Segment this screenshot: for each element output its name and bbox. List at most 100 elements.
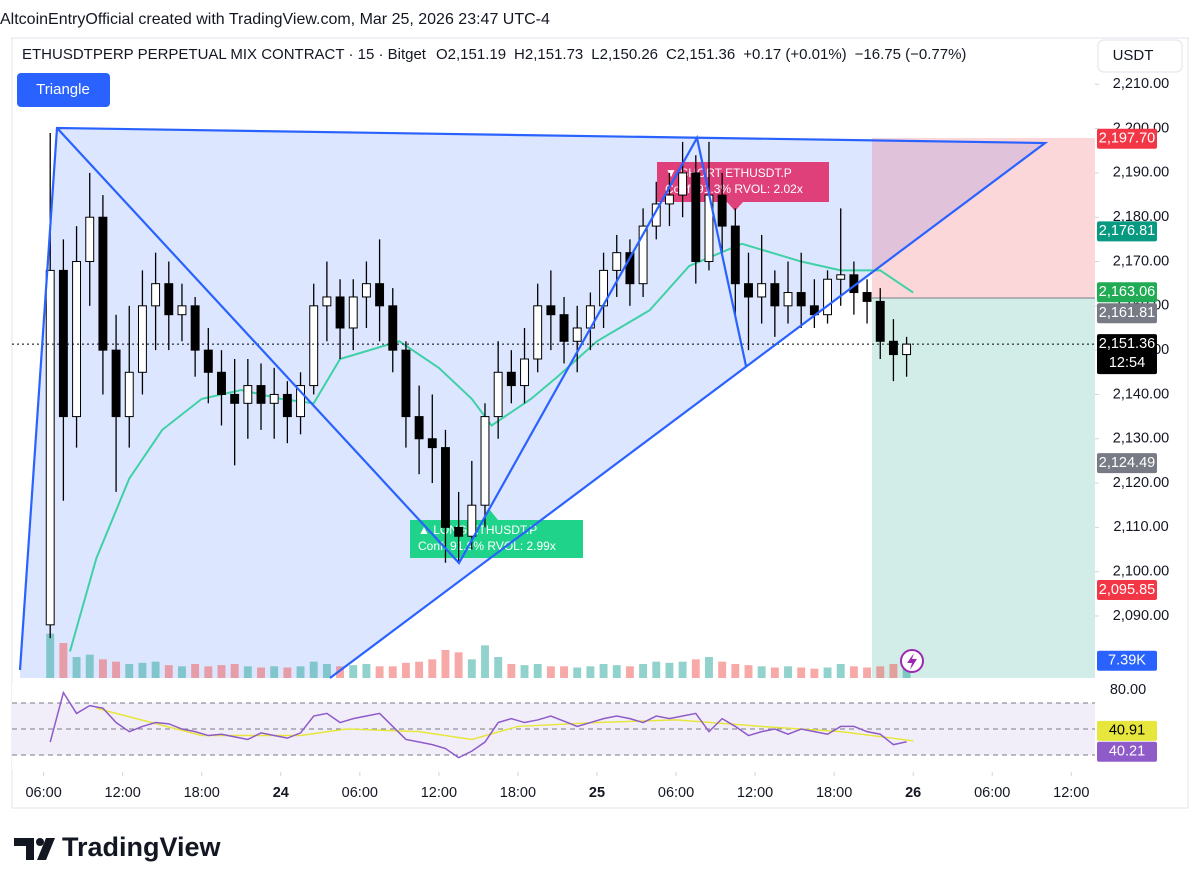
price-label-box <box>1097 303 1157 324</box>
candle-body <box>137 305 147 373</box>
long-signal-pointer <box>482 510 498 520</box>
price-label-box <box>1097 282 1157 303</box>
volume-bar <box>757 666 766 678</box>
ohlc: H2,151.73 <box>514 46 583 63</box>
volume-bar <box>481 645 489 678</box>
price-label-box <box>1097 453 1157 474</box>
x-tick-label: 25 <box>589 785 605 801</box>
volume-bar <box>85 654 94 678</box>
volume-bar <box>230 664 239 678</box>
x-tick-label: 18:00 <box>184 785 220 801</box>
candle-body <box>875 300 885 342</box>
volume-bar <box>336 666 345 678</box>
candle-body <box>823 278 832 316</box>
ohlc: +0.17 (+0.01%) <box>743 46 846 63</box>
price-label: 2,163.06 <box>1099 284 1155 300</box>
volume-bar <box>691 659 700 678</box>
volume-bar <box>744 665 753 678</box>
candle-body <box>58 269 68 418</box>
button-label[interactable]: Triangle <box>36 81 90 98</box>
volume-bar <box>151 661 160 678</box>
volume-label: 7.39K <box>1108 653 1146 669</box>
price-label: 2,151.36 <box>1099 336 1155 352</box>
frame <box>11 37 1189 809</box>
volume-bar <box>665 662 674 678</box>
candle-body <box>783 292 793 307</box>
candle-body <box>177 305 187 316</box>
candle-body <box>427 438 437 449</box>
candle-body <box>45 269 55 626</box>
candle-body <box>190 305 200 351</box>
price-label: 2,124.49 <box>1099 455 1155 471</box>
rsi-label: 40.21 <box>1109 744 1145 760</box>
candle-body <box>454 526 464 537</box>
axes: 2,090.00 2,100.00 2,110.00 2,120.00 2,130.00… <box>12 76 1169 801</box>
volume-bar <box>112 661 121 678</box>
volume-bar <box>59 643 68 678</box>
volume-bar <box>428 659 437 678</box>
volume-bar <box>204 666 213 678</box>
volume-bar <box>217 665 226 678</box>
candle-body <box>309 305 319 387</box>
rsi-label-box <box>1097 720 1157 741</box>
candle-body <box>85 216 95 263</box>
volume-bar <box>639 664 648 678</box>
candle-body <box>691 172 701 263</box>
candle-body <box>467 504 477 537</box>
volume-bar <box>454 652 463 678</box>
volume-bar <box>863 667 872 678</box>
logo-part <box>14 838 34 860</box>
currency[interactable]: USDT <box>1113 47 1154 64</box>
volume-bar <box>138 662 147 678</box>
currency-box[interactable] <box>1097 39 1183 73</box>
candle-body <box>744 283 753 298</box>
rsi-label: 40.91 <box>1109 723 1145 739</box>
candle-body <box>322 296 332 307</box>
y-tick-label: 2,140.00 <box>1113 386 1169 402</box>
volume-bar <box>388 666 397 678</box>
candle-body <box>111 349 121 418</box>
volume-bar <box>349 665 358 678</box>
candle-body <box>414 416 424 440</box>
volume-bar <box>533 664 542 678</box>
candle-body <box>651 203 661 227</box>
short-target-zone <box>872 298 1095 678</box>
volume-bar <box>401 662 410 678</box>
candle-body <box>638 225 648 285</box>
candle-body <box>902 343 912 356</box>
logo-part <box>37 838 55 860</box>
y-tick-label: 2,180.00 <box>1113 209 1169 225</box>
ohlc: C2,151.36 <box>666 46 735 63</box>
volume-bar <box>599 664 608 678</box>
y-tick-label: 2,130.00 <box>1113 431 1169 447</box>
y-tick-label: 2,120.00 <box>1113 475 1169 491</box>
x-tick-label: 12:00 <box>1053 785 1089 801</box>
volume-bar <box>309 661 318 678</box>
x-tick-label: 18:00 <box>500 785 536 801</box>
candle-body <box>243 385 253 404</box>
volume-bar <box>375 666 384 678</box>
volume-bar <box>889 664 898 678</box>
volume-bar <box>560 666 568 678</box>
x-tick-label: 12:00 <box>105 785 141 801</box>
volume-bar <box>625 666 634 678</box>
zigzag <box>56 127 748 565</box>
candle-body <box>520 358 529 387</box>
volume-bar <box>98 659 107 678</box>
candle-body <box>230 393 240 404</box>
volume-bar <box>520 665 529 678</box>
x-tick-label: 18:00 <box>816 785 852 801</box>
candle-body <box>888 340 898 356</box>
candle-body <box>296 385 305 418</box>
volume-bar <box>586 666 595 678</box>
candle-body <box>796 292 806 307</box>
candle-body <box>441 447 450 528</box>
rsi-line <box>49 690 907 759</box>
triangle-button[interactable] <box>17 73 110 107</box>
volume-bar <box>705 657 713 678</box>
candle-body <box>164 283 174 316</box>
candle-body <box>98 216 108 351</box>
x-tick-label: 06:00 <box>342 785 378 801</box>
x-tick-label: 06:00 <box>658 785 694 801</box>
